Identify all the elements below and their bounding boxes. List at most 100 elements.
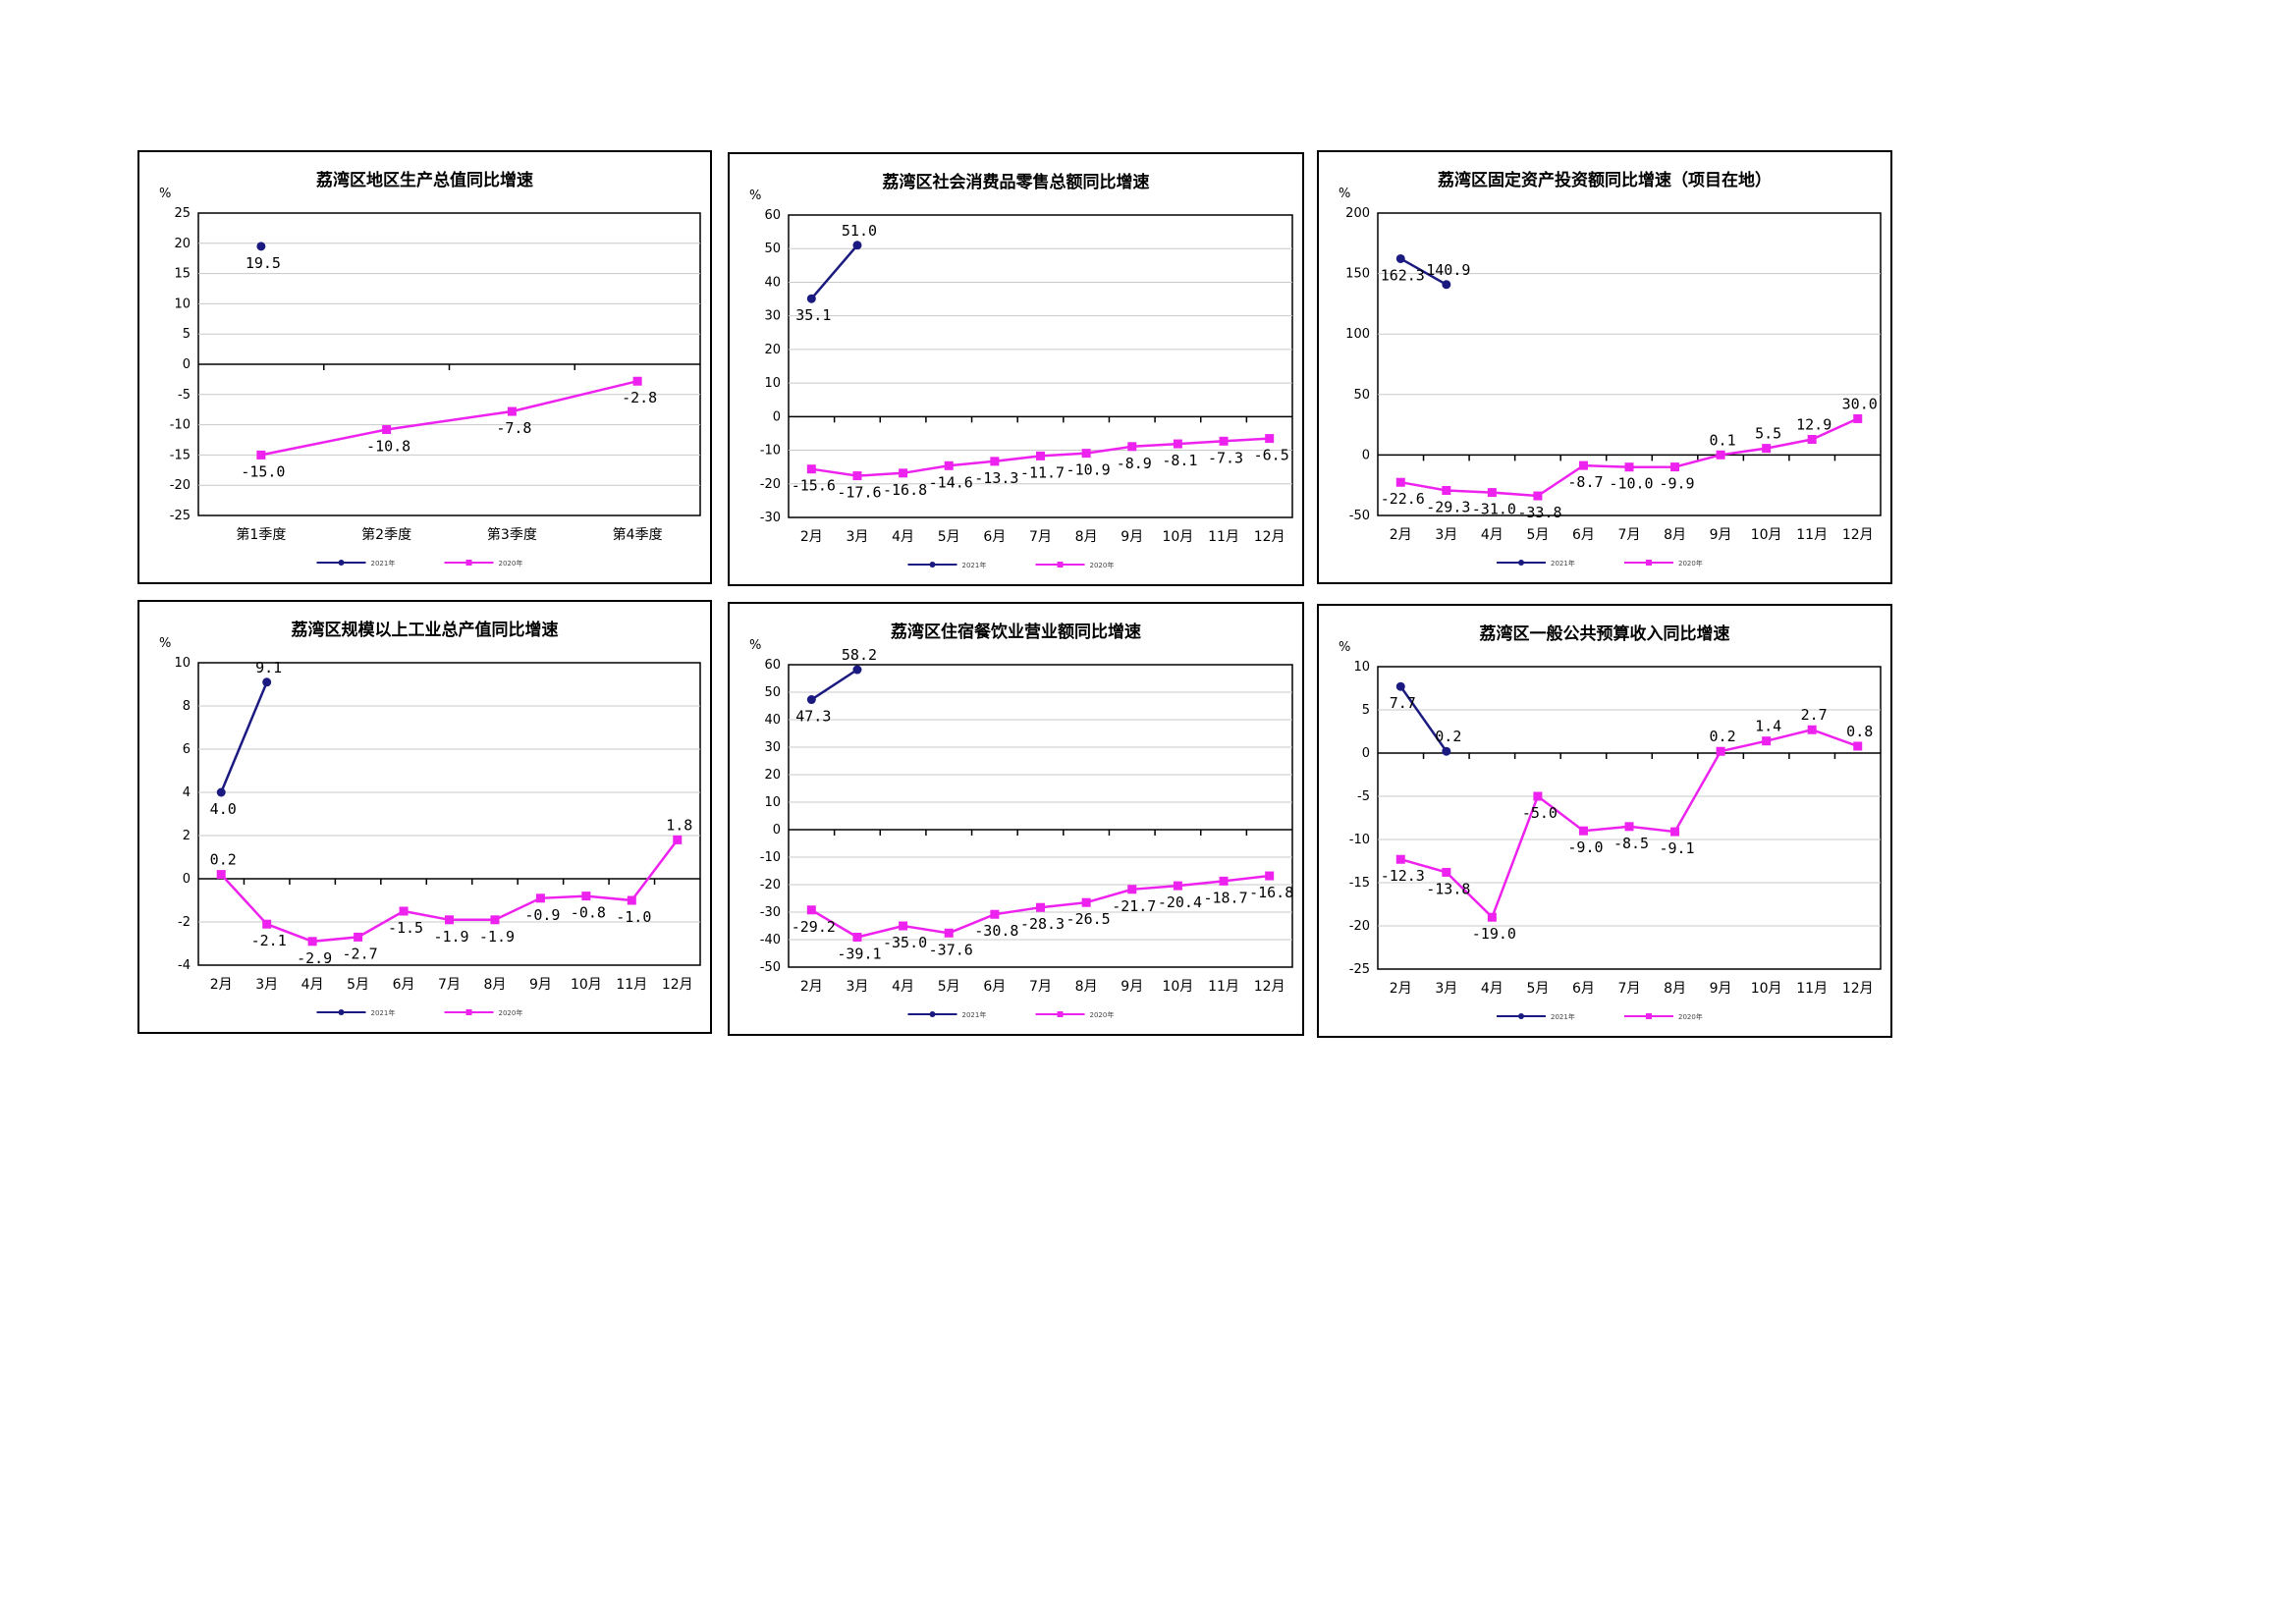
chart-svg: 荔湾区住宿餐饮业营业额同比增速% -50 -40 -30 -20 -10 0 10 20 30 40… <box>749 622 1293 1019</box>
x-category-label: 第1季度 <box>236 526 286 543</box>
series-line-2021 <box>810 668 858 701</box>
chart-title: 荔湾区规模以上工业总产值同比增速 <box>291 620 559 640</box>
y-tick-label: 10 <box>764 795 781 810</box>
data-point-2021 <box>806 294 816 303</box>
y-tick-label: -5 <box>1357 789 1370 804</box>
data-label-2020: -8.1 <box>1162 452 1197 469</box>
x-category-label: 5月 <box>938 979 960 995</box>
x-category-label: 9月 <box>1710 527 1732 543</box>
y-unit-label: % <box>159 636 171 651</box>
data-label-2020: 12.9 <box>1796 416 1831 434</box>
x-category-label: 12月 <box>1842 981 1874 997</box>
data-label-2020: 0.8 <box>1846 723 1873 740</box>
data-label-2020: 0.1 <box>1710 431 1736 449</box>
y-unit-label: % <box>749 189 761 203</box>
y-tick-label: -25 <box>170 509 191 523</box>
data-label-2020: -7.8 <box>496 419 531 437</box>
data-label-2020: -6.5 <box>1254 447 1289 464</box>
x-category-label: 3月 <box>1435 527 1457 543</box>
x-category-label: 12月 <box>1254 529 1285 545</box>
x-category-label: 12月 <box>662 977 693 993</box>
x-category-label: 7月 <box>1029 979 1052 995</box>
x-category-label: 8月 <box>1664 981 1686 997</box>
data-point-2020 <box>382 425 392 435</box>
series-line-2021 <box>810 243 858 300</box>
data-label-2020: -9.9 <box>1659 475 1694 493</box>
y-tick-label: 50 <box>764 242 781 256</box>
chart-svg: 荔湾区规模以上工业总产值同比增速% -4 -2 0 2 4 6 8 10 2月 3月 4月 5月 6月 7月… <box>159 620 701 1017</box>
data-label-2020: -39.1 <box>837 945 881 962</box>
data-point-2020 <box>1173 881 1182 891</box>
data-point-2020 <box>806 905 816 915</box>
data-point-2021 <box>852 241 862 250</box>
data-label-2020: -16.8 <box>883 481 927 499</box>
legend-label-2020: 2020年 <box>499 1008 523 1017</box>
y-tick-label: 0 <box>773 823 781 838</box>
y-tick-label: 20 <box>764 768 781 783</box>
y-unit-label: % <box>749 638 761 653</box>
data-point-2020 <box>1219 436 1229 446</box>
data-point-2020 <box>852 932 862 942</box>
data-label-2020: -33.8 <box>1517 504 1561 521</box>
x-category-label: 2月 <box>800 529 823 545</box>
series-line-2020 <box>260 379 638 457</box>
data-label-2021: 0.2 <box>1435 728 1461 745</box>
data-label-2021: 58.2 <box>842 646 877 664</box>
y-unit-label: % <box>159 187 171 201</box>
y-tick-label: -40 <box>760 933 781 947</box>
legend-label-2021: 2021年 <box>371 559 396 568</box>
data-label-2020: -31.0 <box>1472 501 1516 518</box>
chart-svg: 荔湾区一般公共预算收入同比增速% -25 -20 -15 -10 -5 0 5 10 2月 3月 4月… <box>1339 623 1882 1021</box>
y-tick-label: 40 <box>764 275 781 290</box>
x-category-label: 10月 <box>1751 981 1782 997</box>
data-label-2021: 51.0 <box>842 222 877 240</box>
data-point-2020 <box>990 457 1000 466</box>
y-tick-label: -4 <box>178 958 191 973</box>
data-label-2020: -19.0 <box>1472 925 1516 943</box>
y-tick-label: -10 <box>170 418 191 433</box>
x-category-label: 3月 <box>846 529 868 545</box>
y-tick-label: -20 <box>760 878 781 893</box>
legend-label-2021: 2021年 <box>1551 559 1575 568</box>
data-point-2021 <box>806 695 816 705</box>
plot-area <box>788 664 1293 968</box>
y-tick-label: -5 <box>178 388 191 403</box>
data-label-2020: 5.5 <box>1755 425 1781 443</box>
data-point-2020 <box>307 937 317 947</box>
chart-svg: 荔湾区固定资产投资额同比增速（项目在地）% -50 0 50 100 150 200 2月 3月… <box>1339 170 1882 568</box>
y-tick-label: 30 <box>764 309 781 324</box>
y-tick-label: -10 <box>760 444 781 459</box>
legend-marker-2021 <box>1518 1013 1524 1019</box>
data-point-2020 <box>1219 876 1229 886</box>
y-tick-label: 20 <box>764 343 781 357</box>
x-category-label: 6月 <box>1572 981 1595 997</box>
data-point-2020 <box>445 915 454 925</box>
y-tick-label: -15 <box>170 448 191 462</box>
legend-marker-2020 <box>1646 560 1652 566</box>
data-label-2020: -11.7 <box>1020 463 1065 481</box>
data-label-2020: -9.1 <box>1659 839 1694 857</box>
data-label-2021: 7.7 <box>1390 694 1416 712</box>
data-point-2020 <box>899 468 908 478</box>
data-point-2020 <box>1487 912 1497 922</box>
chart-title: 荔湾区住宿餐饮业营业额同比增速 <box>890 622 1141 642</box>
x-category-label: 11月 <box>1796 527 1828 543</box>
y-tick-label: -50 <box>760 960 781 975</box>
y-tick-label: 0 <box>773 409 781 424</box>
legend-label-2020: 2020年 <box>1090 561 1115 569</box>
data-point-2020 <box>1081 897 1091 907</box>
data-point-2020 <box>216 870 226 880</box>
x-category-label: 4月 <box>1481 527 1503 543</box>
data-point-2020 <box>1624 822 1634 832</box>
y-tick-label: 100 <box>1345 327 1370 342</box>
legend-marker-2020 <box>1646 1013 1652 1019</box>
y-tick-label: -2 <box>178 915 191 930</box>
y-tick-label: 0 <box>183 872 191 887</box>
data-point-2020 <box>806 464 816 474</box>
plot-area <box>788 214 1293 518</box>
chart-panel-hospitality-revenue: 荔湾区住宿餐饮业营业额同比增速% -50 -40 -30 -20 -10 0 10 20 30 40… <box>728 602 1304 1036</box>
data-point-2020 <box>1853 413 1863 423</box>
data-label-2020: 1.4 <box>1755 718 1781 735</box>
data-label-2020: -8.9 <box>1117 455 1152 472</box>
x-category-label: 3月 <box>255 977 278 993</box>
